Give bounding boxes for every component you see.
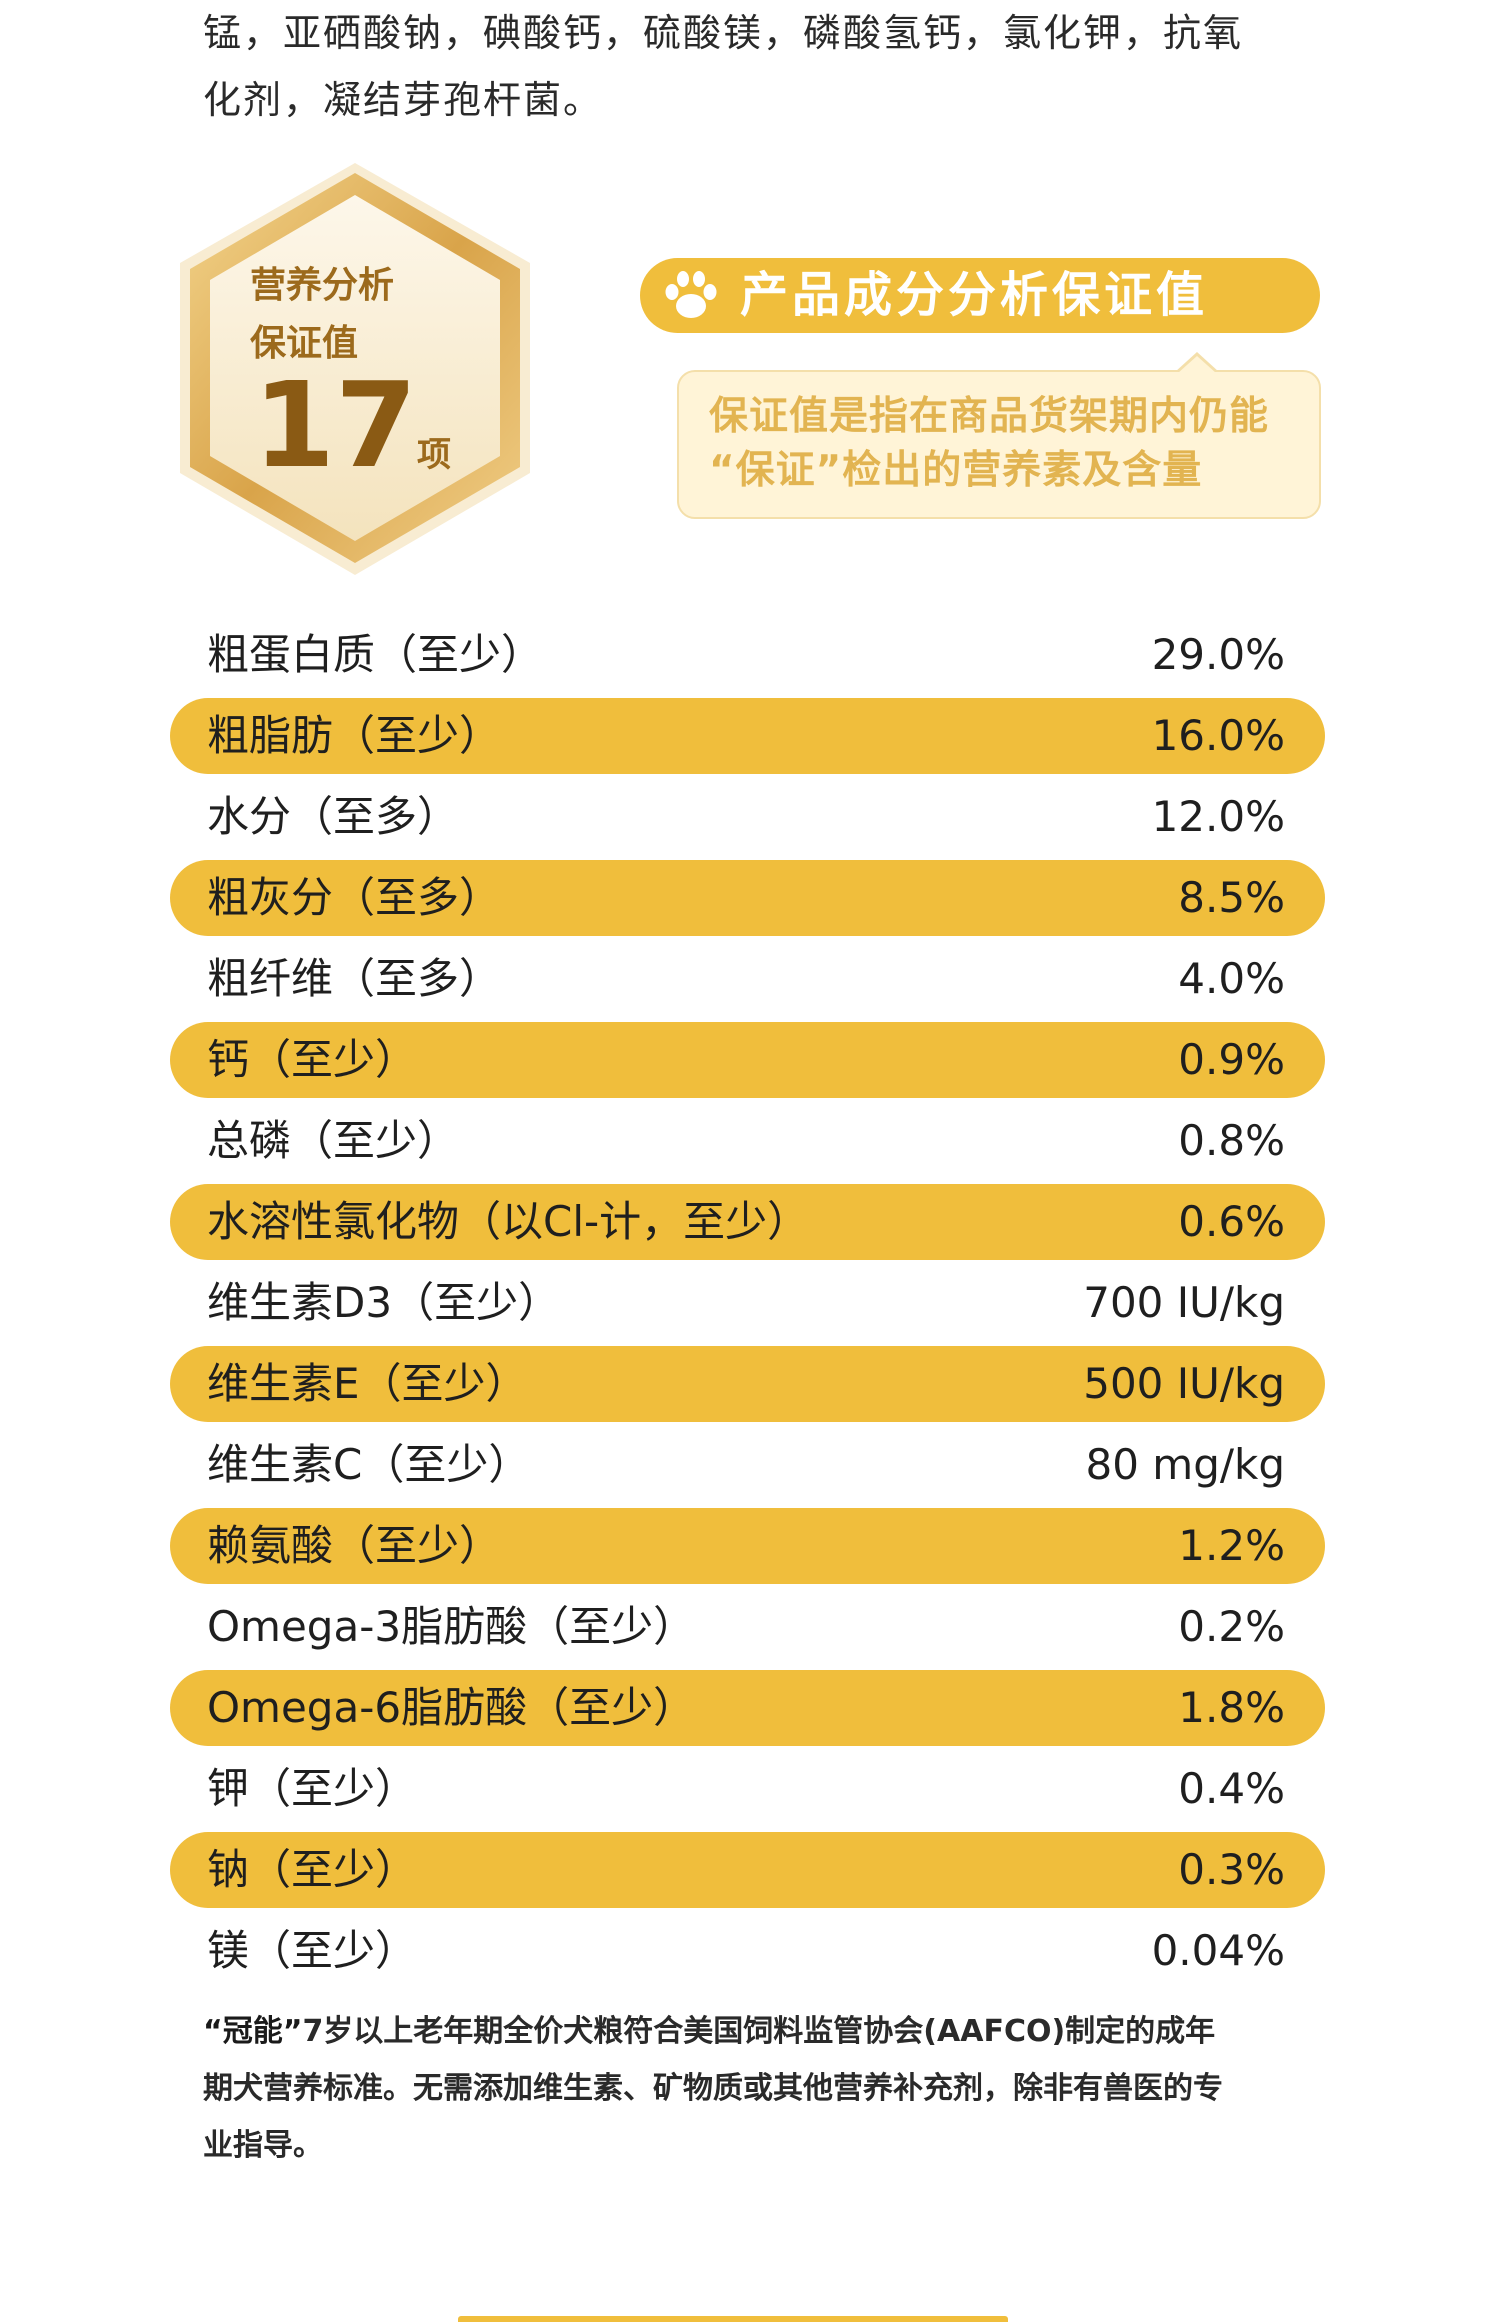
- table-row: 粗蛋白质（至少） 29.0%: [170, 617, 1325, 693]
- nutrient-name: 水溶性氯化物（以Cl-计，至少）: [207, 1197, 810, 1246]
- footnote: “冠能”7岁以上老年期全价犬粮符合美国饲料监管协会(AAFCO)制定的成年 期犬…: [203, 2003, 1293, 2174]
- ingredients-line-1: 锰，亚硒酸钠，碘酸钙，硫酸镁，磷酸氢钙，氯化钾，抗氧: [203, 11, 1244, 55]
- nutrient-value: 0.3%: [1178, 1845, 1285, 1894]
- badge-count: 17: [253, 356, 418, 494]
- table-row: 镁（至少） 0.04%: [170, 1913, 1325, 1989]
- table-row: 水分（至多） 12.0%: [170, 779, 1325, 855]
- badge-label-line-1: 营养分析: [250, 265, 395, 306]
- table-row: 水溶性氯化物（以Cl-计，至少） 0.6%: [170, 1184, 1325, 1260]
- hexagon-badge-shape: [180, 163, 530, 575]
- nutrient-value: 12.0%: [1151, 792, 1285, 841]
- nutrient-name: 维生素D3（至少）: [207, 1278, 561, 1327]
- ingredients-line-2: 化剂，凝结芽孢杆菌。: [203, 78, 604, 122]
- nutrient-name: 粗纤维（至多）: [207, 954, 502, 1003]
- table-row: 粗脂肪（至少） 16.0%: [170, 698, 1325, 774]
- table-row: 赖氨酸（至少） 1.2%: [170, 1508, 1325, 1584]
- nutrient-value: 0.6%: [1178, 1197, 1285, 1246]
- nutrient-name: Omega-6脂肪酸（至少）: [207, 1683, 696, 1732]
- nutrient-name: 钙（至少）: [207, 1035, 418, 1084]
- section-header-pill: 产品成分分析保证值: [640, 258, 1320, 333]
- bottom-accent-bar: [458, 2316, 1008, 2322]
- nutrient-value: 4.0%: [1178, 954, 1285, 1003]
- table-row: 钠（至少） 0.3%: [170, 1832, 1325, 1908]
- table-row: 钾（至少） 0.4%: [170, 1751, 1325, 1827]
- table-row: 维生素C（至少） 80 mg/kg: [170, 1427, 1325, 1503]
- callout-line-2: “保证”检出的营养素及含量: [709, 448, 1203, 493]
- nutrient-name: 钾（至少）: [207, 1764, 418, 1813]
- nutrient-value: 1.8%: [1178, 1683, 1285, 1732]
- nutrient-name: Omega-3脂肪酸（至少）: [207, 1602, 696, 1651]
- callout-tail-inner: [1178, 356, 1216, 373]
- nutrient-name: 镁（至少）: [207, 1926, 418, 1975]
- nutrient-name: 维生素C（至少）: [207, 1440, 531, 1489]
- nutrient-value: 0.4%: [1178, 1764, 1285, 1813]
- paw-icon: [660, 268, 722, 328]
- nutrient-value: 1.2%: [1178, 1521, 1285, 1570]
- nutrition-count-badge: 营养分析 保证值 17 项: [165, 155, 545, 585]
- table-row: 总磷（至少） 0.8%: [170, 1103, 1325, 1179]
- nutrient-value: 0.9%: [1178, 1035, 1285, 1084]
- nutrient-value: 700 IU/kg: [1083, 1278, 1285, 1327]
- nutrient-value: 500 IU/kg: [1083, 1359, 1285, 1408]
- nutrient-name: 粗灰分（至多）: [207, 873, 502, 922]
- nutrient-name: 粗脂肪（至少）: [207, 711, 502, 760]
- footnote-line-3: 业指导。: [203, 2128, 323, 2163]
- nutrient-name: 钠（至少）: [207, 1845, 418, 1894]
- nutrient-value: 16.0%: [1151, 711, 1285, 760]
- footnote-line-1-text: 7岁以上老年期全价犬粮符合美国饲料监管协会(AAFCO)制定的成年: [302, 2014, 1216, 2049]
- footnote-brand: “冠能”: [203, 2014, 303, 2049]
- ingredients-text: 锰，亚硒酸钠，碘酸钙，硫酸镁，磷酸氢钙，氯化钾，抗氧 化剂，凝结芽孢杆菌。: [203, 0, 1323, 134]
- badge-unit: 项: [417, 435, 451, 475]
- table-row: Omega-6脂肪酸（至少） 1.8%: [170, 1670, 1325, 1746]
- nutrient-name: 水分（至多）: [207, 792, 460, 841]
- badge-label: 营养分析 保证值: [250, 257, 450, 373]
- table-row: Omega-3脂肪酸（至少） 0.2%: [170, 1589, 1325, 1665]
- guarantee-callout: 保证值是指在商品货架期内仍能 “保证”检出的营养素及含量: [677, 370, 1321, 519]
- nutrient-table: 粗蛋白质（至少） 29.0% 粗脂肪（至少） 16.0% 水分（至多） 12.0% 粗灰分（…: [170, 617, 1325, 1994]
- nutrient-value: 80 mg/kg: [1085, 1440, 1286, 1489]
- nutrient-value: 0.8%: [1178, 1116, 1285, 1165]
- nutrient-name: 粗蛋白质（至少）: [207, 630, 544, 679]
- badge-label-line-2: 保证值: [250, 323, 359, 364]
- table-row: 粗灰分（至多） 8.5%: [170, 860, 1325, 936]
- callout-text: 保证值是指在商品货架期内仍能 “保证”检出的营养素及含量: [709, 390, 1299, 498]
- nutrient-name: 赖氨酸（至少）: [207, 1521, 502, 1570]
- section-title: 产品成分分析保证值: [740, 267, 1209, 323]
- nutrient-value: 0.2%: [1178, 1602, 1285, 1651]
- table-row: 维生素D3（至少） 700 IU/kg: [170, 1265, 1325, 1341]
- table-row: 维生素E（至少） 500 IU/kg: [170, 1346, 1325, 1422]
- callout-line-1: 保证值是指在商品货架期内仍能: [709, 394, 1270, 439]
- footnote-line-1: “冠能”7岁以上老年期全价犬粮符合美国饲料监管协会(AAFCO)制定的成年: [203, 2003, 1293, 2060]
- nutrient-value: 0.04%: [1151, 1926, 1285, 1975]
- nutrient-name: 总磷（至少）: [207, 1116, 460, 1165]
- nutrient-value: 29.0%: [1151, 630, 1285, 679]
- footnote-line-2: 期犬营养标准。无需添加维生素、矿物质或其他营养补充剂，除非有兽医的专: [203, 2071, 1223, 2106]
- nutrient-value: 8.5%: [1178, 873, 1285, 922]
- table-row: 钙（至少） 0.9%: [170, 1022, 1325, 1098]
- table-row: 粗纤维（至多） 4.0%: [170, 941, 1325, 1017]
- nutrient-name: 维生素E（至少）: [207, 1359, 528, 1408]
